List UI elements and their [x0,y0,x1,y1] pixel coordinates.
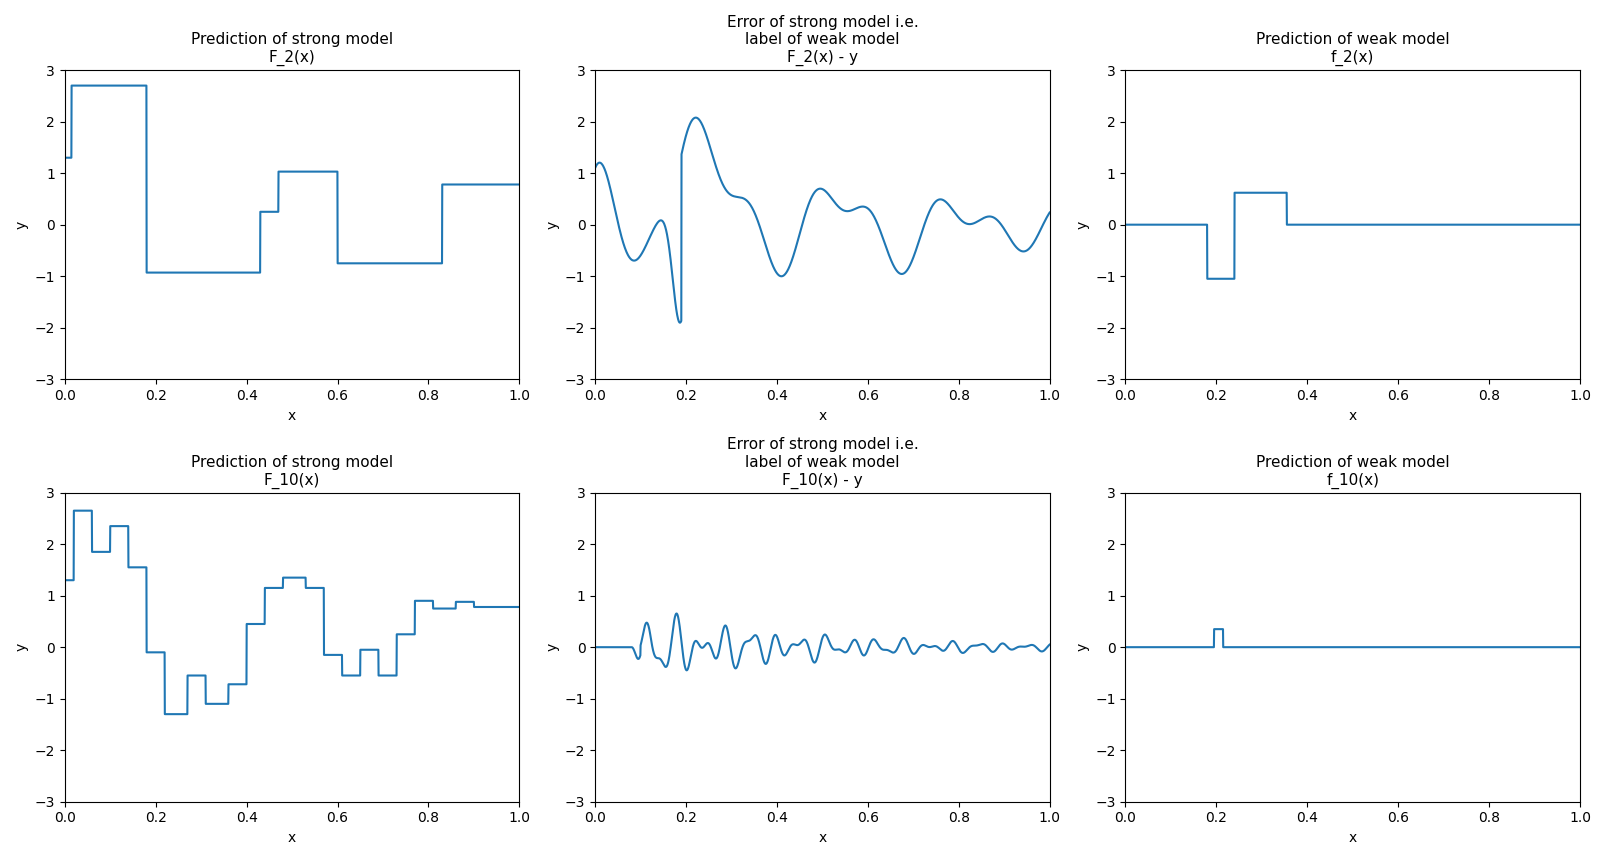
Title: Prediction of strong model
F_2(x): Prediction of strong model F_2(x) [191,33,393,66]
X-axis label: x: x [1348,408,1356,422]
Y-axis label: y: y [546,643,559,651]
Title: Error of strong model i.e.
label of weak model
F_10(x) - y: Error of strong model i.e. label of weak… [725,438,918,488]
X-axis label: x: x [819,831,827,845]
Y-axis label: y: y [546,220,559,229]
Title: Prediction of weak model
f_2(x): Prediction of weak model f_2(x) [1255,33,1449,66]
Y-axis label: y: y [1075,643,1088,651]
Y-axis label: y: y [1075,220,1088,229]
Title: Error of strong model i.e.
label of weak model
F_2(x) - y: Error of strong model i.e. label of weak… [725,15,918,66]
Y-axis label: y: y [14,220,29,229]
X-axis label: x: x [287,408,295,422]
Y-axis label: y: y [14,643,29,651]
Title: Prediction of weak model
f_10(x): Prediction of weak model f_10(x) [1255,455,1449,488]
X-axis label: x: x [1348,831,1356,845]
X-axis label: x: x [819,408,827,422]
X-axis label: x: x [287,831,295,845]
Title: Prediction of strong model
F_10(x): Prediction of strong model F_10(x) [191,455,393,488]
